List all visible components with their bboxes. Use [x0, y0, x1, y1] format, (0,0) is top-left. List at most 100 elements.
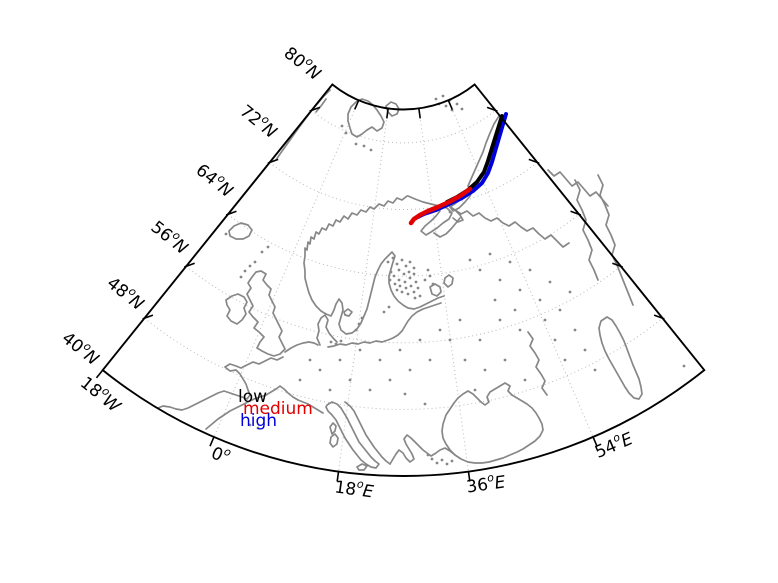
coast-dot [503, 358, 507, 362]
coastline-adriatic-east [344, 401, 391, 465]
coast-dot [553, 338, 557, 342]
graticule-meridian-2 [418, 108, 469, 472]
graticule-meridian-3 [447, 100, 594, 438]
coast-dot [418, 294, 422, 298]
coast-dot [568, 290, 572, 294]
coast-dot [409, 284, 413, 288]
coast-dot [398, 348, 402, 352]
coast-dot [441, 94, 445, 98]
legend-label-high: high [240, 411, 278, 431]
tick-label-lon-18w: 18oW [76, 371, 127, 418]
coastline-white-sea-inner [433, 217, 461, 238]
bottom-meridian-tick-0 [95, 369, 104, 379]
map-frame [101, 83, 706, 477]
coast-dot [397, 278, 401, 282]
coast-dot [513, 308, 517, 312]
coast-dot [358, 348, 362, 352]
coast-dot [468, 258, 472, 262]
coastline-lake-vanern [343, 308, 353, 317]
coast-dot [478, 338, 482, 342]
graticule-parallel-4 [144, 317, 663, 410]
coast-dot [318, 368, 322, 372]
coast-dot [426, 268, 430, 272]
coast-dot [404, 286, 408, 290]
coast-dot [256, 426, 260, 430]
coastline-greenland-edge [275, 89, 331, 161]
graticule [144, 100, 663, 472]
right-lat-tick-3 [612, 262, 623, 268]
right-lat-tick-0 [486, 106, 498, 112]
coast-dot [329, 340, 333, 344]
coast-dot [266, 245, 270, 249]
coast-dot [528, 268, 532, 272]
left-lat-tick-2 [225, 210, 237, 216]
coast-dot [428, 274, 432, 278]
coast-dot [434, 97, 438, 101]
coast-dot [518, 288, 522, 292]
coast-dot [423, 402, 427, 406]
coast-dot [407, 270, 411, 274]
coast-dot [403, 392, 407, 396]
coast-dot [450, 459, 454, 463]
coast-dot [583, 348, 587, 352]
coastline-france-biscay-spain [157, 356, 284, 411]
coast-dot [260, 250, 264, 254]
coast-dot [558, 308, 562, 312]
coast-dot [398, 284, 402, 288]
coast-dot [408, 276, 412, 280]
coast-dot [253, 260, 257, 264]
coastline-svalbard-main [347, 98, 385, 138]
graticule-parallel-2 [227, 213, 580, 277]
coastline-ob-gulf-west [574, 179, 599, 281]
coast-dot [338, 358, 342, 362]
coastline-corsica [329, 422, 337, 435]
coastline-iceland [228, 222, 253, 240]
coast-dot [382, 310, 386, 314]
coast-dot [493, 298, 497, 302]
left-lat-tick-3 [184, 262, 195, 268]
coast-dot [408, 260, 412, 264]
coastline-mediterranean-coast [205, 385, 324, 430]
coast-dot [463, 358, 467, 362]
coast-dot [455, 102, 459, 106]
coast-dot [431, 282, 435, 286]
coast-dot [248, 423, 252, 427]
coast-dot [438, 328, 442, 332]
coastline-great-britain [246, 270, 286, 357]
coastline-lake-onega [443, 274, 454, 288]
coast-dot [408, 368, 412, 372]
coast-dot [426, 453, 430, 457]
coast-dot [518, 328, 522, 332]
coast-dot [340, 124, 344, 128]
coast-dot [386, 260, 390, 264]
graticule-parallel-1 [269, 162, 538, 211]
left-lat-tick-4 [142, 314, 154, 320]
coastlines [157, 89, 686, 471]
coastline-sardinia [329, 433, 339, 448]
coast-dot [488, 252, 492, 256]
coastline-ob-gulf-east [597, 174, 634, 306]
coast-dot [473, 388, 477, 392]
bottom-meridian-tick-3 [467, 471, 471, 482]
coast-dot [395, 262, 399, 266]
bottom-meridian-tick-2 [336, 471, 340, 482]
coastline-denmark [316, 314, 338, 346]
coast-dot [682, 364, 686, 368]
coast-dot [423, 278, 427, 282]
coast-dot [393, 282, 397, 286]
coast-dot [412, 266, 416, 270]
tick-label-lat-64n: 64oN [192, 158, 239, 202]
coast-dot [224, 232, 228, 236]
coast-dot [450, 108, 454, 112]
coast-dot [498, 318, 502, 322]
tick-label-lat-80n: 80oN [280, 41, 327, 85]
coast-dot [334, 342, 338, 346]
coast-dot [348, 378, 352, 382]
axis-ticks [95, 99, 665, 482]
coast-dot [308, 358, 312, 362]
coastline-greece [389, 434, 456, 465]
coastline-volga-river [527, 331, 548, 396]
coast-dot [391, 256, 395, 260]
